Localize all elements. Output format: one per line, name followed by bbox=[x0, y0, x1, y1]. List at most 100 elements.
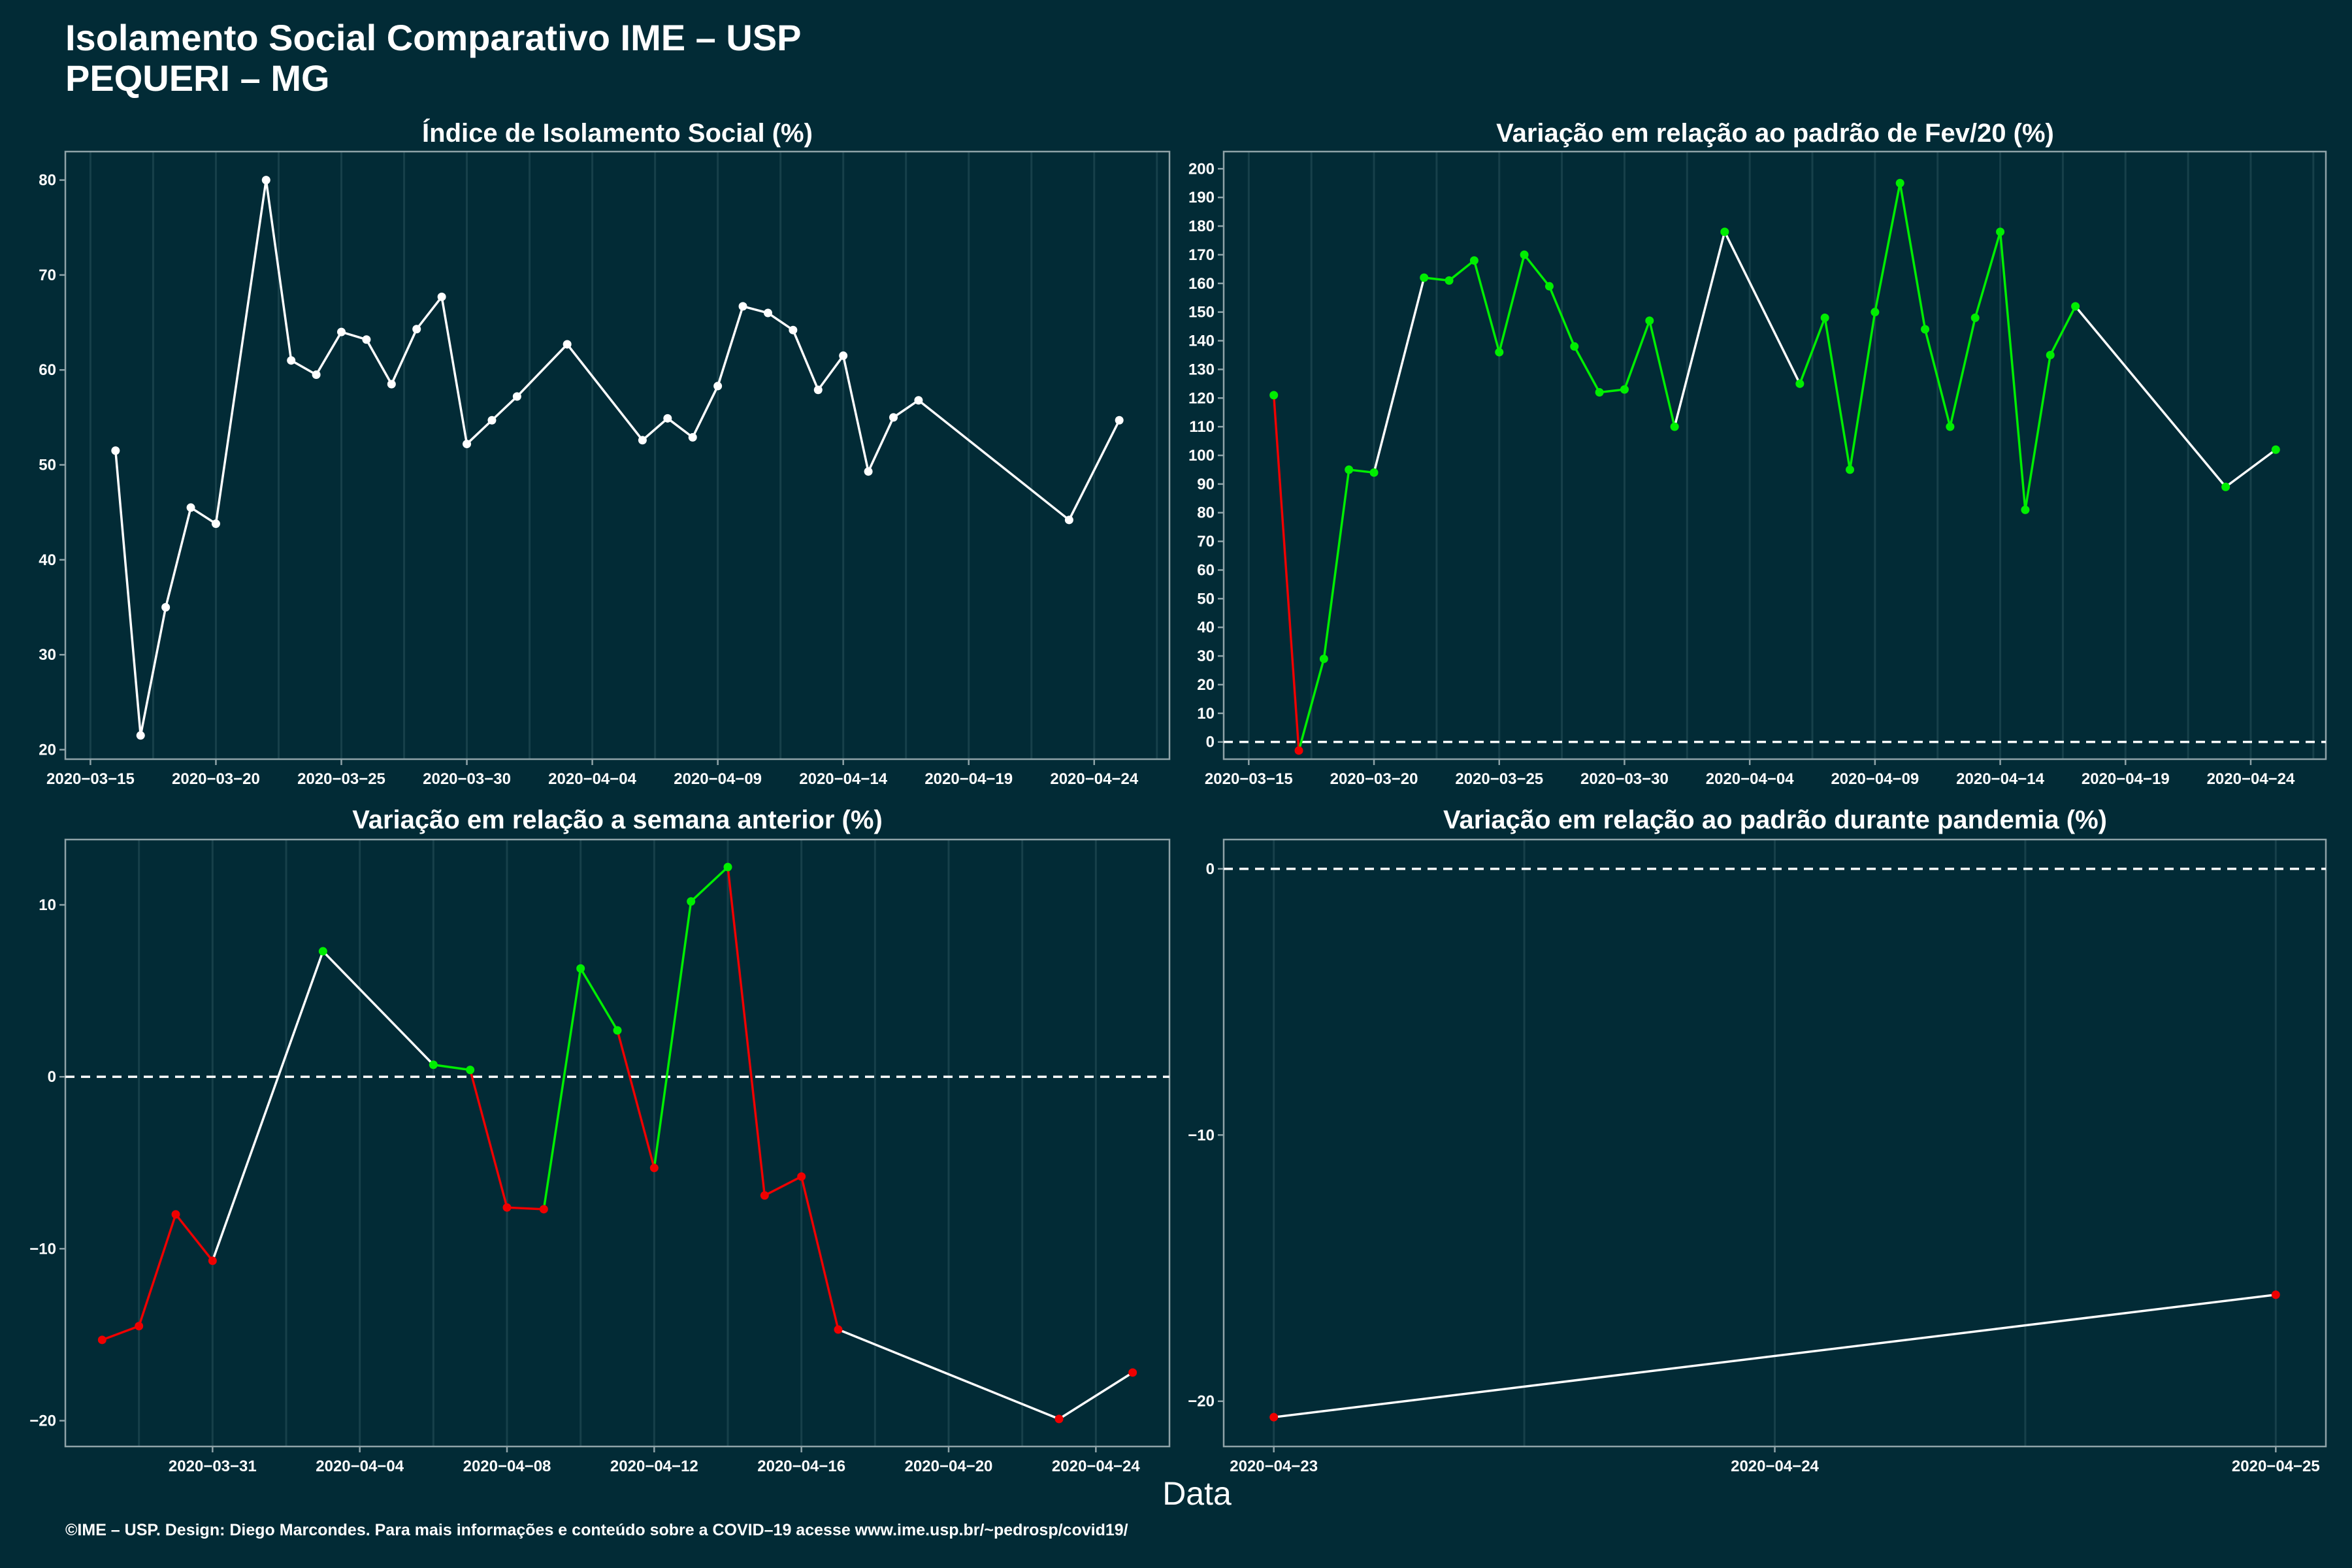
data-point bbox=[186, 503, 195, 512]
y-tick-label: 140 bbox=[1188, 333, 1215, 350]
line-segment bbox=[579, 967, 619, 1032]
x-tick-label: 2020−04−24 bbox=[2207, 770, 2295, 788]
data-point bbox=[2071, 302, 2080, 311]
data-point bbox=[914, 396, 923, 405]
x-tick-label: 2020−03−15 bbox=[1205, 770, 1293, 788]
data-point bbox=[1128, 1368, 1137, 1377]
y-tick-label: −20 bbox=[29, 1413, 56, 1430]
plot-border bbox=[64, 838, 1171, 1448]
data-point bbox=[111, 446, 120, 455]
gridlines bbox=[138, 840, 1097, 1446]
series-line bbox=[101, 866, 1134, 1420]
gridlines bbox=[89, 152, 1158, 759]
data-point bbox=[362, 335, 371, 344]
data-point bbox=[487, 416, 497, 425]
y-tick-label: 50 bbox=[1197, 590, 1215, 608]
y-tick-label: 120 bbox=[1188, 389, 1215, 407]
y-tick-label: 20 bbox=[39, 741, 56, 759]
data-point bbox=[713, 382, 723, 391]
line-segment bbox=[1949, 316, 1976, 428]
line-segment bbox=[1723, 231, 1801, 385]
data-point bbox=[1115, 416, 1124, 425]
data-point bbox=[576, 964, 585, 973]
line-segment bbox=[390, 327, 418, 385]
line-segment bbox=[164, 506, 192, 609]
line-segment bbox=[1974, 231, 2002, 319]
x-tick-label: 2020−04−24 bbox=[1050, 770, 1138, 788]
data-point bbox=[337, 327, 346, 336]
line-segment bbox=[800, 1175, 840, 1331]
data-point bbox=[1946, 422, 1955, 431]
line-segment bbox=[289, 359, 318, 376]
data-point bbox=[539, 1205, 548, 1214]
series-line bbox=[1272, 1294, 2278, 1418]
line-segment bbox=[1573, 345, 1601, 394]
line-segment bbox=[1848, 310, 1876, 471]
y-tick-label: 180 bbox=[1188, 218, 1215, 235]
line-segment bbox=[1272, 1294, 2278, 1418]
data-point bbox=[1520, 250, 1529, 259]
line-segment bbox=[139, 606, 167, 737]
plot-border bbox=[64, 150, 1171, 760]
data-point bbox=[429, 1060, 438, 1070]
y-tick-label: 150 bbox=[1188, 304, 1215, 321]
x-tick-label: 2020−04−09 bbox=[1831, 770, 1919, 788]
line-segment bbox=[515, 343, 568, 398]
data-point bbox=[97, 1335, 106, 1345]
line-segment bbox=[2224, 448, 2278, 489]
data-point bbox=[1294, 746, 1303, 755]
line-segment bbox=[1823, 316, 1852, 471]
y-tick-label: 170 bbox=[1188, 246, 1215, 264]
line-segment bbox=[2049, 305, 2077, 357]
data-point bbox=[1064, 515, 1073, 525]
line-segment bbox=[174, 1213, 214, 1262]
data-point bbox=[437, 292, 446, 301]
data-point bbox=[1345, 465, 1354, 474]
line-segment bbox=[491, 395, 519, 421]
line-segment bbox=[340, 331, 368, 341]
line-segment bbox=[641, 417, 669, 442]
data-point bbox=[1795, 379, 1805, 388]
x-tick-label: 2020−04−23 bbox=[1230, 1458, 1318, 1475]
y-tick-label: 110 bbox=[1189, 418, 1215, 436]
data-point bbox=[1846, 465, 1855, 474]
data-point bbox=[312, 370, 321, 379]
series-points bbox=[111, 176, 1124, 740]
x-tick-label: 2020−04−24 bbox=[1052, 1458, 1140, 1475]
line-segment bbox=[1448, 259, 1476, 282]
data-point bbox=[2271, 1290, 2280, 1299]
line-segment bbox=[465, 419, 493, 446]
panel-title: Variação em relação ao padrão de Fev/20 … bbox=[1496, 119, 2054, 148]
x-tick-label: 2020−03−31 bbox=[169, 1458, 257, 1475]
y-tick-label: 0 bbox=[1206, 860, 1215, 878]
y-tick-label: 50 bbox=[39, 457, 56, 474]
line-segment bbox=[837, 1328, 1060, 1420]
data-point bbox=[2046, 350, 2055, 359]
data-point bbox=[763, 308, 772, 318]
y-tick-label: 190 bbox=[1188, 189, 1215, 206]
gridlines bbox=[1247, 152, 2315, 759]
data-point bbox=[797, 1172, 806, 1181]
line-segment bbox=[792, 329, 820, 391]
y-tick-label: 130 bbox=[1188, 361, 1215, 378]
y-tick-label: 80 bbox=[39, 172, 56, 189]
line-segment bbox=[867, 416, 895, 473]
data-point bbox=[261, 176, 270, 185]
y-tick-label: 0 bbox=[48, 1068, 56, 1086]
x-tick-label: 2020−04−14 bbox=[799, 770, 887, 788]
line-segment bbox=[1058, 1371, 1134, 1420]
data-point bbox=[1996, 227, 2005, 237]
panel-title: Índice de Isolamento Social (%) bbox=[422, 118, 813, 148]
panel-isolamento-indice: Índice de Isolamento Social (%) 20 30 40 50… bbox=[39, 118, 1171, 788]
panel-title: Variação em relação ao padrão durante pa… bbox=[1443, 806, 2107, 834]
data-point bbox=[512, 392, 521, 401]
data-point bbox=[1495, 348, 1504, 357]
line-segment bbox=[211, 950, 325, 1262]
data-point bbox=[1420, 273, 1429, 282]
data-point bbox=[789, 325, 798, 335]
line-segment bbox=[1923, 328, 1952, 428]
data-point bbox=[1820, 313, 1829, 322]
x-tick-label: 2020−04−04 bbox=[548, 770, 636, 788]
y-tick-label: 10 bbox=[1197, 705, 1215, 723]
data-point bbox=[687, 897, 696, 906]
